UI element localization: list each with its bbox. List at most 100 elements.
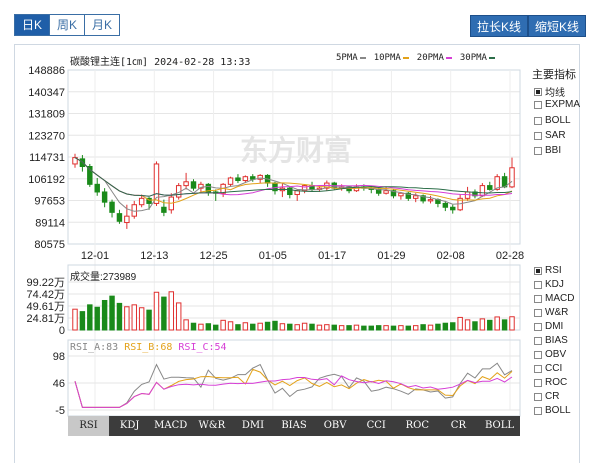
main-indicator-boll[interactable]: BOLL <box>534 115 571 126</box>
volume-bar <box>205 323 212 331</box>
volume-bar <box>390 325 397 331</box>
volume-bar <box>294 324 300 331</box>
date-tick-label: 02-28 <box>496 250 524 262</box>
volume-bar <box>161 296 167 331</box>
tab-daily-k[interactable]: 日K <box>14 14 50 36</box>
volume-bar <box>168 291 175 331</box>
volume-bar <box>487 319 493 331</box>
tab-dmi[interactable]: DMI <box>241 420 265 431</box>
rsi-legend: RSI_A:83 RSI_B:68 RSI_C:54 <box>70 342 227 353</box>
ma-legend-item-20: 20PMA <box>417 53 452 63</box>
tab-monthly-k[interactable]: 月K <box>84 14 121 36</box>
checkbox-icon[interactable] <box>534 364 542 373</box>
checkbox-icon[interactable] <box>534 116 542 125</box>
tab-cr[interactable]: CR <box>450 420 466 431</box>
sub-indicator-obv[interactable]: OBV <box>534 349 566 360</box>
volume-bar <box>472 321 478 331</box>
volume-bar <box>264 321 271 331</box>
volume-bar <box>457 316 463 331</box>
checkbox-icon[interactable] <box>534 131 542 140</box>
tab-weekly-k[interactable]: 周K <box>49 14 85 36</box>
ma-line <box>74 157 513 204</box>
tab-boll[interactable]: BOLL <box>484 420 514 431</box>
ma20-swatch <box>445 57 452 59</box>
tab-rsi[interactable]: RSI <box>68 416 110 436</box>
main-indicator-bbi[interactable]: BBI <box>534 145 561 156</box>
shrink-kline-button[interactable]: 缩短K线 <box>528 15 587 37</box>
candle-body <box>183 181 189 187</box>
price-tick-label: 114731 <box>29 152 65 164</box>
checkbox-icon[interactable] <box>534 308 542 317</box>
volume-bar <box>227 321 234 331</box>
candle-body <box>198 183 204 189</box>
checkbox-icon[interactable] <box>534 406 542 415</box>
volume-bar <box>124 306 130 331</box>
candle-body <box>487 185 493 190</box>
tab-roc[interactable]: ROC <box>405 420 429 431</box>
checkbox-icon[interactable] <box>534 378 542 387</box>
sub-indicator-macd[interactable]: MACD <box>534 293 574 304</box>
volume-tick-label: 74.42万 <box>26 289 65 301</box>
sub-indicator-wr[interactable]: W&R <box>534 307 568 318</box>
checkbox-icon[interactable] <box>534 87 542 96</box>
candle-body <box>479 185 486 197</box>
sub-indicator-bias[interactable]: BIAS <box>534 335 568 346</box>
volume-bar <box>257 322 263 331</box>
volume-bar <box>375 325 382 331</box>
volume-bar <box>338 325 345 331</box>
sub-indicator-dmi[interactable]: DMI <box>534 321 563 332</box>
candle-body <box>390 190 397 197</box>
checkbox-icon[interactable] <box>534 280 542 289</box>
date-tick-label: 12-13 <box>140 250 168 262</box>
checkbox-icon[interactable] <box>534 146 542 155</box>
candle-body <box>427 199 434 202</box>
ma5-swatch <box>359 57 366 59</box>
volume-tick-label: 49.61万 <box>26 301 65 313</box>
sub-indicator-cr[interactable]: CR <box>534 391 559 402</box>
candle-body <box>450 206 456 211</box>
tab-bias[interactable]: BIAS <box>281 420 307 431</box>
sub-indicator-cci[interactable]: CCI <box>534 363 562 374</box>
volume-bar <box>368 325 374 331</box>
checkbox-icon[interactable] <box>534 294 542 303</box>
watermark-text: 东方财富 <box>240 134 352 166</box>
volume-bar <box>346 325 352 331</box>
main-indicator-sar[interactable]: SAR <box>534 130 566 141</box>
price-tick-label: 131809 <box>28 109 65 121</box>
tab-macd[interactable]: MACD <box>154 420 188 431</box>
checkbox-icon[interactable] <box>534 392 542 401</box>
price-plot-border <box>67 69 521 245</box>
candle-body <box>146 197 152 204</box>
tab-kdj[interactable]: KDJ <box>119 420 140 431</box>
checkbox-icon[interactable] <box>534 266 542 275</box>
candle-body <box>301 185 308 192</box>
price-tick-label: 140347 <box>28 87 65 99</box>
volume-bar <box>183 319 189 331</box>
volume-bar <box>412 325 419 331</box>
sub-indicator-roc[interactable]: ROC <box>534 377 567 388</box>
main-indicator-ma[interactable]: 均线 <box>534 84 565 99</box>
checkbox-icon[interactable] <box>534 350 542 359</box>
volume-tick-label: 99.22万 <box>26 277 65 289</box>
checkbox-icon[interactable] <box>534 322 542 331</box>
volume-tick-label: 24.81万 <box>26 313 65 325</box>
volume-bar <box>324 324 330 331</box>
candle-body <box>509 167 515 188</box>
sub-indicator-rsi[interactable]: RSI <box>534 265 562 276</box>
checkbox-icon[interactable] <box>534 336 542 345</box>
tab-wr[interactable]: W&R <box>198 420 226 431</box>
tab-obv[interactable]: OBV <box>323 420 347 431</box>
tab-cci[interactable]: CCI <box>366 420 386 431</box>
volume-bar <box>442 322 449 331</box>
volume-bar <box>398 325 404 331</box>
volume-bar <box>435 323 441 331</box>
sub-indicator-boll[interactable]: BOLL <box>534 405 571 416</box>
volume-bar <box>427 324 434 331</box>
price-tick-label: 89114 <box>35 217 65 229</box>
checkbox-icon[interactable] <box>534 100 542 109</box>
main-indicator-expma[interactable]: EXPMA <box>534 99 580 110</box>
volume-bar <box>250 323 256 331</box>
volume-plot-border <box>67 264 521 331</box>
sub-indicator-kdj[interactable]: KDJ <box>534 279 564 290</box>
stretch-kline-button[interactable]: 拉长K线 <box>470 15 529 37</box>
